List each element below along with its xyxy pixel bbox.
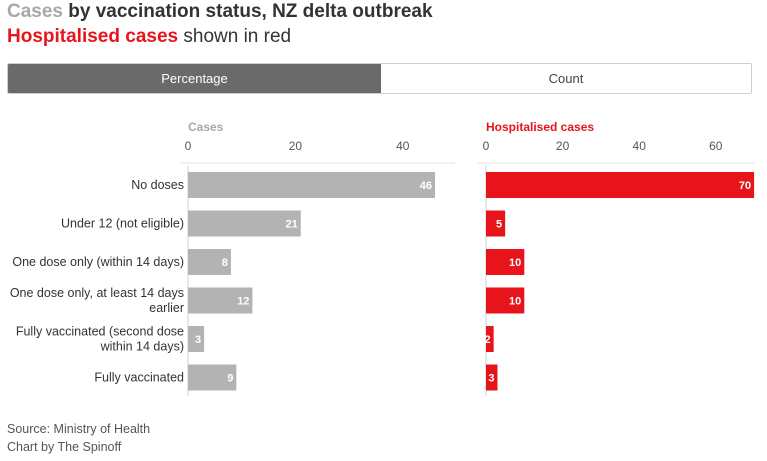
value-label-cases-0: 46 — [420, 180, 432, 192]
bar-cases-4 — [188, 326, 205, 352]
bar-cases-3 — [188, 287, 253, 314]
value-label-hosp-3: 10 — [509, 296, 521, 308]
value-label-cases-5: 9 — [227, 373, 233, 385]
panel-title-cases: Cases — [188, 120, 224, 134]
x-tick-label-hosp-0: 0 — [483, 139, 490, 153]
bar-cases-0 — [188, 172, 436, 198]
subtitle-rest: shown in red — [178, 26, 292, 47]
category-label-3: One dose only, at least 14 days earlier — [10, 286, 184, 315]
bar-hosp-1 — [486, 210, 506, 237]
chart-area: Cases 0 20 40 46 21 8 12 3 9 Hospitalised cases 0 20… — [10, 120, 755, 396]
bar-hosp-5 — [486, 364, 498, 391]
title-highlight: Cases — [7, 1, 63, 22]
value-label-cases-4: 3 — [195, 334, 201, 346]
bar-hosp-0 — [486, 172, 755, 198]
chart-title: Cases by vaccination status, NZ delta ou… — [7, 0, 433, 24]
footer: Source: Ministry of Health Chart by The … — [7, 420, 150, 456]
x-tick-label-hosp-1: 20 — [556, 139, 570, 153]
toggle-count-button[interactable]: Count — [381, 64, 751, 93]
value-label-hosp-4: 2 — [485, 334, 491, 346]
value-label-hosp-0: 70 — [739, 180, 751, 192]
category-label-5: Fully vaccinated — [94, 371, 184, 385]
bar-hosp-2 — [486, 249, 525, 275]
value-label-cases-2: 8 — [222, 257, 228, 269]
x-tick-label-hosp-3: 60 — [709, 139, 723, 153]
subtitle-highlight: Hospitalised cases — [7, 26, 179, 47]
title-rest: by vaccination status, NZ delta outbreak — [63, 1, 433, 22]
category-label-1: Under 12 (not eligible) — [61, 217, 184, 231]
bar-hosp-4 — [486, 326, 494, 352]
bar-cases-2 — [188, 249, 231, 275]
x-tick-label-cases-2: 40 — [396, 139, 410, 153]
category-label-2: One dose only (within 14 days) — [12, 255, 184, 269]
value-label-hosp-1: 5 — [496, 219, 502, 231]
chart-subtitle: Hospitalised cases shown in red — [7, 25, 291, 49]
bar-cases-1 — [188, 210, 301, 237]
source-note: Source: Ministry of Health — [7, 422, 151, 436]
value-label-hosp-2: 10 — [509, 257, 521, 269]
view-toggle: Percentage Count — [7, 63, 752, 94]
bar-cases-5 — [188, 364, 237, 391]
chart-credit: Chart by The Spinoff — [7, 440, 122, 454]
value-label-cases-1: 21 — [286, 219, 298, 231]
bar-hosp-3 — [486, 287, 525, 314]
value-label-cases-3: 12 — [237, 296, 249, 308]
x-tick-label-cases-1: 20 — [289, 139, 303, 153]
value-label-hosp-5: 3 — [488, 373, 494, 385]
category-label-0: No doses — [131, 178, 184, 192]
category-label-4: Fully vaccinated (second dose within 14 d… — [16, 325, 184, 354]
panel-title-hosp: Hospitalised cases — [486, 120, 594, 134]
x-tick-label-cases-0: 0 — [185, 139, 192, 153]
toggle-percentage-button[interactable]: Percentage — [8, 64, 381, 93]
x-tick-label-hosp-2: 40 — [633, 139, 647, 153]
